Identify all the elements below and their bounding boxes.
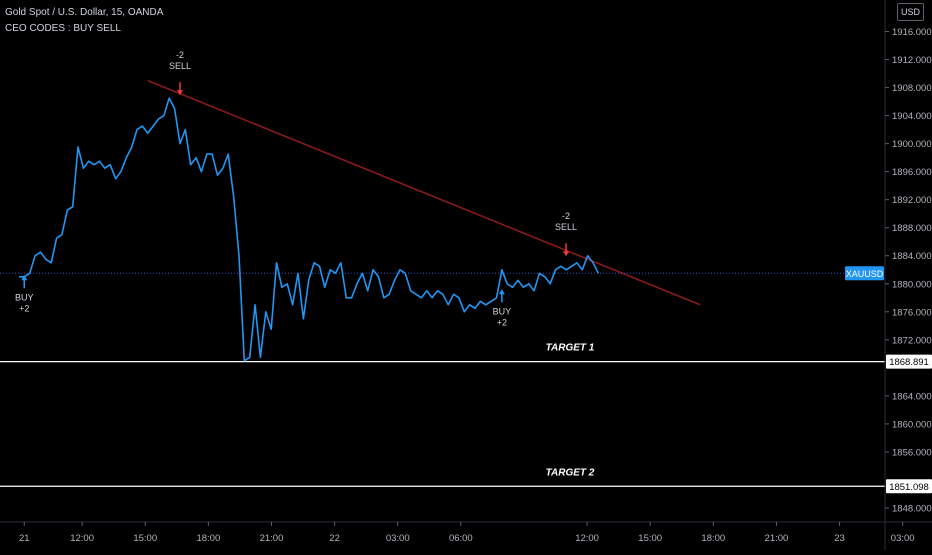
time-tick-label: 06:00 [449,533,473,544]
time-tick-label: 21:00 [260,533,284,544]
price-tick-label: 1904.000 [892,111,932,122]
time-tick-label: 15:00 [638,533,662,544]
price-tick-label: 1856.000 [892,447,932,458]
indicator-title: CEO CODES : BUY SELL [5,23,121,34]
price-series-line[interactable] [19,97,600,362]
sell-signal-label: SELL [555,222,577,232]
symbol-price-badge-label: XAUUSD [846,269,884,279]
target-label: TARGET 1 [546,343,595,354]
buy-arrowhead-icon [21,275,28,281]
buy-arrowhead-icon [498,289,505,295]
price-tick-label: 1912.000 [892,55,932,66]
time-tick-label: 12:00 [575,533,599,544]
buy-signal-label: BUY [493,306,512,316]
target-price-badge [886,354,932,369]
price-tick-label: 1892.000 [892,195,932,206]
time-tick-label: 15:00 [133,533,157,544]
trend-line[interactable] [147,79,701,306]
time-tick-label: 21:00 [765,533,789,544]
target-price-badge [886,479,932,494]
price-tick-label: 1872.000 [892,335,932,346]
time-tick-label: 22 [329,533,340,544]
symbol-title: Gold Spot / U.S. Dollar, 15, OANDA [5,7,164,18]
sell-signal-label: -2 [562,211,570,221]
time-tick-label: 18:00 [701,533,725,544]
time-tick-label: 23 [834,533,845,544]
price-tick-label: 1876.000 [892,307,932,318]
time-tick-label: 03:00 [386,533,410,544]
time-tick-label: 18:00 [196,533,220,544]
price-tick-label: 1916.000 [892,27,932,38]
buy-signal-label: +2 [497,317,507,327]
price-tick-label: 1900.000 [892,139,932,150]
time-tick-label: 21 [19,533,30,544]
sell-arrowhead-icon [563,251,570,257]
target-label: TARGET 2 [546,467,595,478]
sell-signal-label: -2 [176,50,184,60]
price-tick-label: 1864.000 [892,391,932,402]
buy-signal-label: +2 [19,303,29,313]
price-tick-label: 1884.000 [892,251,932,262]
price-tick-label: 1848.000 [892,503,932,514]
price-tick-label: 1880.000 [892,279,932,290]
sell-arrowhead-icon [176,90,183,96]
sell-signal-label: SELL [169,61,191,71]
price-tick-label: 1908.000 [892,83,932,94]
currency-button[interactable]: USD [897,3,924,21]
symbol-price-badge [845,266,884,281]
price-tick-label: 1896.000 [892,167,932,178]
time-tick-label: 03:00 [891,533,915,544]
time-tick-label: 12:00 [70,533,94,544]
target-price-badge-label: 1868.891 [889,357,929,368]
price-tick-label: 1888.000 [892,223,932,234]
buy-signal-label: BUY [15,292,34,302]
target-price-badge-label: 1851.098 [889,482,929,493]
price-tick-label: 1860.000 [892,419,932,430]
